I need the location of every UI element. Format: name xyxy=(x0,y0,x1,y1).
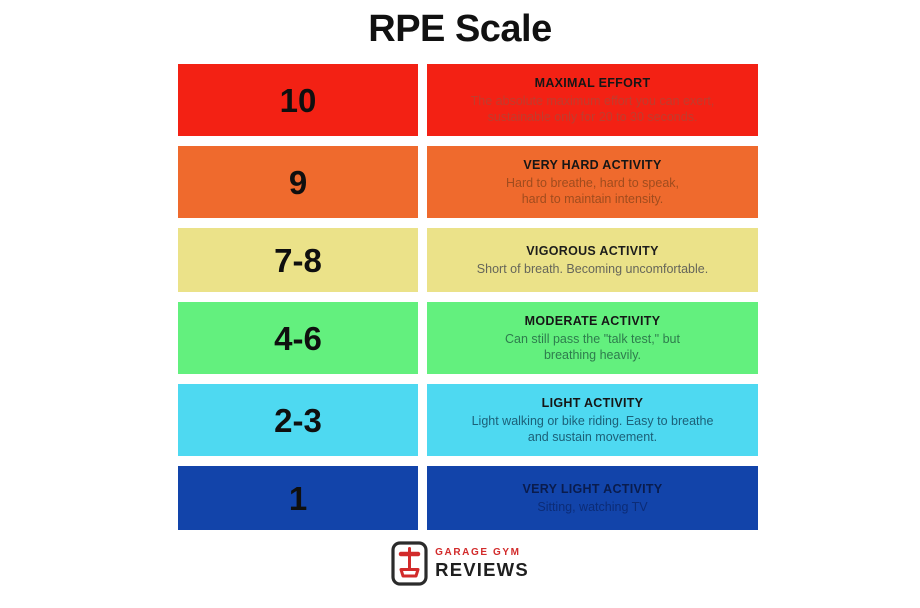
rpe-number: 2-3 xyxy=(274,401,322,439)
rpe-row-9: 9 VERY HARD ACTIVITY Hard to breathe, ha… xyxy=(178,146,758,218)
rpe-description-line1: Short of breath. Becoming uncomfortable. xyxy=(476,261,709,276)
rpe-row-2-3: 2-3 LIGHT ACTIVITY Light walking or bike… xyxy=(178,384,758,456)
rpe-description-line1: Hard to breathe, hard to speak, xyxy=(505,175,680,190)
rpe-description-line2: and sustain movement. xyxy=(527,429,658,444)
rpe-description-line2: sustainable only for 20 to 30 seconds. xyxy=(487,109,698,124)
logo-frame xyxy=(391,541,428,586)
rpe-description-cell: VERY LIGHT ACTIVITY Sitting, watching TV xyxy=(427,466,758,530)
logo-dumbbell-glyph xyxy=(398,547,421,578)
rpe-description-line1: Sitting, watching TV xyxy=(537,499,648,514)
rpe-description: Sitting, watching TV xyxy=(537,499,647,515)
brand-name-bottom: REVIEWS xyxy=(435,558,529,580)
rpe-description: Short of breath. Becoming uncomfortable. xyxy=(477,261,708,277)
rpe-number-cell: 2-3 xyxy=(178,384,418,456)
rpe-number: 10 xyxy=(279,81,317,119)
rpe-row-4-6: 4-6 MODERATE ACTIVITY Can still pass the… xyxy=(178,302,758,374)
rpe-description: Can still pass the "talk test," but brea… xyxy=(505,331,680,363)
rpe-row-7-8: 7-8 VIGOROUS ACTIVITY Short of breath. B… xyxy=(178,228,758,292)
rpe-row-1: 1 VERY LIGHT ACTIVITY Sitting, watching … xyxy=(178,466,758,530)
rpe-heading: MAXIMAL EFFORT xyxy=(534,75,651,90)
rpe-heading: VIGOROUS ACTIVITY xyxy=(526,243,659,258)
rpe-number: 1 xyxy=(288,479,308,517)
rpe-description-cell: LIGHT ACTIVITY Light walking or bike rid… xyxy=(427,384,758,456)
rpe-description-line2: hard to maintain intensity. xyxy=(521,191,664,206)
rpe-description-cell: VERY HARD ACTIVITY Hard to breathe, hard… xyxy=(427,146,758,218)
rpe-number-cell: 9 xyxy=(178,146,418,218)
brand-name-top: GARAGE GYM xyxy=(435,546,521,558)
rpe-description-line1: The absolute maximum effort you can exer… xyxy=(470,93,715,108)
rpe-scale-table: 10 MAXIMAL EFFORT The absolute maximum e… xyxy=(178,64,758,530)
rpe-description-line1: Light walking or bike riding. Easy to br… xyxy=(471,413,714,428)
rpe-number-cell: 7-8 xyxy=(178,228,418,292)
rpe-number-cell: 10 xyxy=(178,64,418,136)
rpe-description-cell: MODERATE ACTIVITY Can still pass the "ta… xyxy=(427,302,758,374)
rpe-description-cell: MAXIMAL EFFORT The absolute maximum effo… xyxy=(427,64,758,136)
rpe-heading: LIGHT ACTIVITY xyxy=(541,395,644,410)
rpe-number-cell: 1 xyxy=(178,466,418,530)
rpe-heading: MODERATE ACTIVITY xyxy=(524,313,661,328)
rpe-description: Hard to breathe, hard to speak, hard to … xyxy=(506,175,679,207)
rpe-heading: VERY HARD ACTIVITY xyxy=(523,157,662,172)
rpe-description: The absolute maximum effort you can exer… xyxy=(471,93,715,125)
dumbbell-icon xyxy=(391,541,428,586)
rpe-row-10: 10 MAXIMAL EFFORT The absolute maximum e… xyxy=(178,64,758,136)
rpe-description-line2: breathing heavily. xyxy=(543,347,642,362)
brand-logo: GARAGE GYM REVIEWS xyxy=(0,541,920,586)
rpe-description-line1: Can still pass the "talk test," but xyxy=(505,331,680,346)
rpe-number: 9 xyxy=(288,163,308,201)
rpe-number: 4-6 xyxy=(274,319,322,357)
brand-text: GARAGE GYM REVIEWS xyxy=(435,546,529,580)
page-title: RPE Scale xyxy=(368,8,552,50)
rpe-number-cell: 4-6 xyxy=(178,302,418,374)
rpe-description: Light walking or bike riding. Easy to br… xyxy=(472,413,714,445)
rpe-heading: VERY LIGHT ACTIVITY xyxy=(522,481,663,496)
rpe-description-cell: VIGOROUS ACTIVITY Short of breath. Becom… xyxy=(427,228,758,292)
rpe-number: 7-8 xyxy=(274,241,322,279)
